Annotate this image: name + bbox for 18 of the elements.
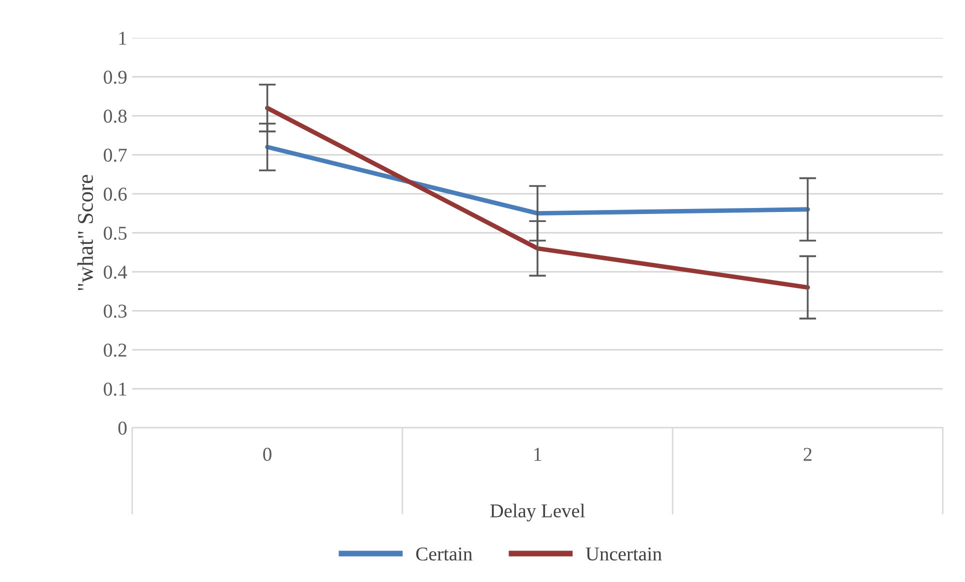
y-tick-label: 0.2	[104, 344, 126, 357]
y-axis-title: "what" Score	[77, 174, 93, 290]
y-tick-label: 0.6	[104, 188, 127, 201]
y-tick-label: 0.8	[104, 110, 127, 123]
legend-label: Uncertain	[586, 547, 662, 561]
y-tick-label: 0.3	[104, 304, 127, 318]
x-tick-label: 1	[534, 448, 542, 461]
y-tick-label: 0.1	[104, 382, 126, 396]
y-tick-label: 0.7	[104, 148, 127, 162]
y-tick-label: 0.4	[104, 266, 128, 279]
y-tick-label: 1	[119, 32, 126, 45]
y-tick-label: 0.5	[104, 226, 127, 240]
y-tick-label: 0	[118, 422, 127, 435]
x-axis-title: Delay Level	[490, 504, 585, 522]
x-tick-label: 0	[263, 448, 272, 461]
y-tick-label: 0.9	[104, 70, 127, 84]
legend-label: Certain	[416, 547, 472, 561]
x-tick-label: 2	[804, 448, 812, 461]
